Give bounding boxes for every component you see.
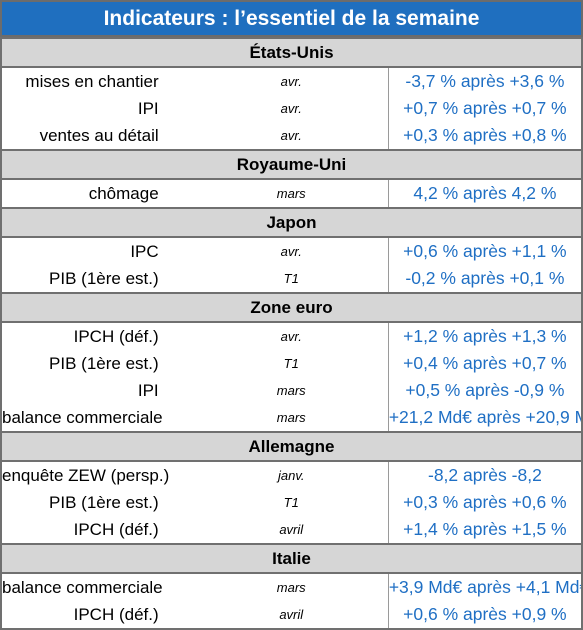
indicator-value: -3,7 % après +3,6 % xyxy=(388,67,583,95)
indicator-value: +1,4 % après +1,5 % xyxy=(388,516,583,544)
section-header-row: États-Unis xyxy=(0,37,583,68)
table-row: balance commerciale mars +21,2 Md€ après +… xyxy=(0,404,583,432)
section-header: Japon xyxy=(0,207,583,238)
indicator-period: mars xyxy=(194,377,389,404)
indicator-period: mars xyxy=(194,404,389,432)
indicator-period: avr. xyxy=(194,95,389,122)
indicator-value: +0,5 % après -0,9 % xyxy=(388,377,583,404)
table-row: PIB (1ère est.) T1 +0,4 % après +0,7 % xyxy=(0,350,583,377)
indicator-value: +0,6 % après +0,9 % xyxy=(388,601,583,630)
indicator-name: mises en chantier xyxy=(0,67,195,95)
table-row: PIB (1ère est.) T1 +0,3 % après +0,6 % xyxy=(0,489,583,516)
table-row: IPC avr. +0,6 % après +1,1 % xyxy=(0,237,583,265)
table-row: IPI mars +0,5 % après -0,9 % xyxy=(0,377,583,404)
table-row: ventes au détail avr. +0,3 % après +0,8 % xyxy=(0,122,583,150)
indicator-period: avril xyxy=(194,601,389,630)
section-header-row: Allemagne xyxy=(0,431,583,462)
indicator-name: balance commerciale xyxy=(0,404,195,432)
indicator-name: PIB (1ère est.) xyxy=(0,265,195,293)
section-header: États-Unis xyxy=(0,37,583,68)
indicator-name: IPCH (déf.) xyxy=(0,516,195,544)
section-header: Royaume-Uni xyxy=(0,149,583,180)
indicator-name: IPCH (déf.) xyxy=(0,601,195,630)
indicator-period: avr. xyxy=(194,67,389,95)
section-header-row: Italie xyxy=(0,543,583,574)
indicator-value: 4,2 % après 4,2 % xyxy=(388,179,583,208)
section-header-row: Zone euro xyxy=(0,292,583,323)
section-header: Allemagne xyxy=(0,431,583,462)
table-row: IPCH (déf.) avril +1,4 % après +1,5 % xyxy=(0,516,583,544)
indicator-name: enquête ZEW (persp.) xyxy=(0,461,195,489)
table-row: IPI avr. +0,7 % après +0,7 % xyxy=(0,95,583,122)
indicator-name: balance commerciale xyxy=(0,573,195,601)
section-header-row: Japon xyxy=(0,207,583,238)
indicator-value: +1,2 % après +1,3 % xyxy=(388,322,583,350)
indicator-value: +0,6 % après +1,1 % xyxy=(388,237,583,265)
table-row: enquête ZEW (persp.) janv. -8,2 après -8,2 xyxy=(0,461,583,489)
indicator-period: avr. xyxy=(194,322,389,350)
indicator-period: avr. xyxy=(194,237,389,265)
indicator-name: IPI xyxy=(0,95,195,122)
table-row: mises en chantier avr. -3,7 % après +3,6 % xyxy=(0,67,583,95)
indicator-value: +3,9 Md€ après +4,1 Md€ xyxy=(388,573,583,601)
indicator-value: +0,4 % après +0,7 % xyxy=(388,350,583,377)
indicators-table: États-Unis mises en chantier avr. -3,7 % a… xyxy=(0,37,583,630)
section-header: Zone euro xyxy=(0,292,583,323)
indicator-period: janv. xyxy=(194,461,389,489)
table-row: balance commerciale mars +3,9 Md€ après +4… xyxy=(0,573,583,601)
indicator-value: +0,3 % après +0,8 % xyxy=(388,122,583,150)
table-row: IPCH (déf.) avril +0,6 % après +0,9 % xyxy=(0,601,583,630)
indicator-name: IPC xyxy=(0,237,195,265)
indicator-name: PIB (1ère est.) xyxy=(0,489,195,516)
indicator-value: +0,3 % après +0,6 % xyxy=(388,489,583,516)
section-header: Italie xyxy=(0,543,583,574)
indicator-value: +0,7 % après +0,7 % xyxy=(388,95,583,122)
indicator-name: IPCH (déf.) xyxy=(0,322,195,350)
indicator-period: T1 xyxy=(194,265,389,293)
indicator-value: +21,2 Md€ après +20,9 Md€ xyxy=(388,404,583,432)
section-header-row: Royaume-Uni xyxy=(0,149,583,180)
indicator-period: avr. xyxy=(194,122,389,150)
indicator-period: T1 xyxy=(194,350,389,377)
table-row: chômage mars 4,2 % après 4,2 % xyxy=(0,179,583,208)
indicator-period: T1 xyxy=(194,489,389,516)
indicator-name: PIB (1ère est.) xyxy=(0,350,195,377)
indicator-value: -0,2 % après +0,1 % xyxy=(388,265,583,293)
table-row: IPCH (déf.) avr. +1,2 % après +1,3 % xyxy=(0,322,583,350)
indicator-value: -8,2 après -8,2 xyxy=(388,461,583,489)
indicator-name: IPI xyxy=(0,377,195,404)
indicator-period: avril xyxy=(194,516,389,544)
table-row: PIB (1ère est.) T1 -0,2 % après +0,1 % xyxy=(0,265,583,293)
indicator-period: mars xyxy=(194,179,389,208)
indicator-name: chômage xyxy=(0,179,195,208)
table-title: Indicateurs : l’essentiel de la semaine xyxy=(0,0,583,37)
indicator-name: ventes au détail xyxy=(0,122,195,150)
indicator-period: mars xyxy=(194,573,389,601)
